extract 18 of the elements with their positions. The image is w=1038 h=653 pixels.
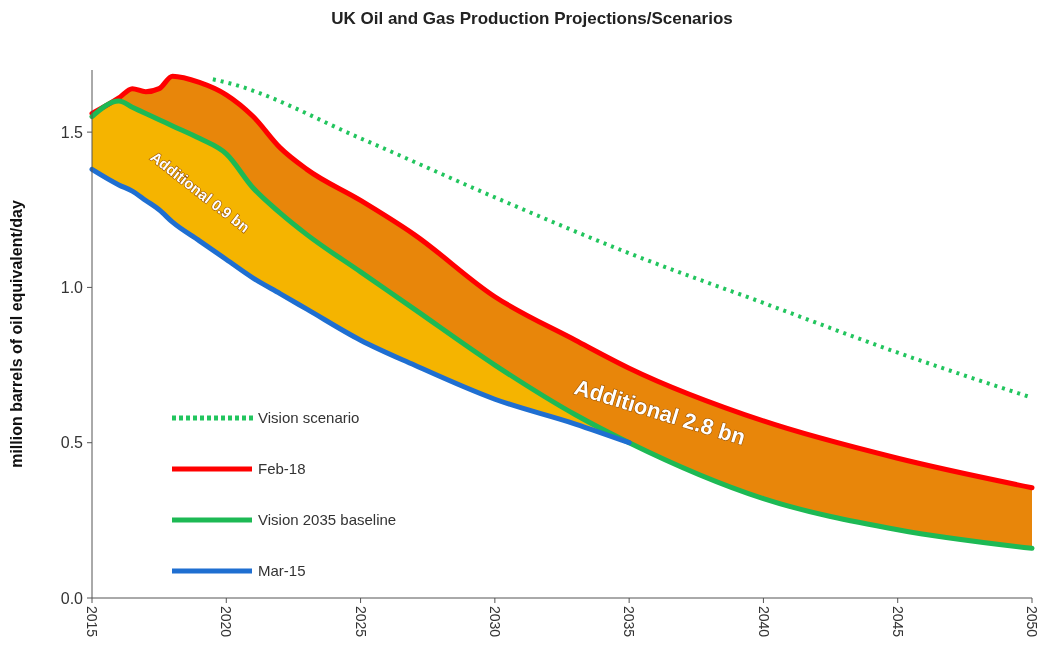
y-tick-label: 0.5 bbox=[60, 434, 84, 452]
y-axis-title: million barrels of oil equivalent/day bbox=[8, 200, 25, 468]
x-tick-label: 2015 bbox=[84, 606, 101, 638]
x-tick-label: 2035 bbox=[621, 606, 638, 638]
x-tick-label: 2030 bbox=[486, 606, 503, 638]
y-tick-label: 1.5 bbox=[60, 123, 84, 141]
x-tick-label: 2050 bbox=[1024, 606, 1038, 638]
legend-label: Vision scenario bbox=[258, 409, 360, 427]
x-tick-label: 2045 bbox=[889, 606, 906, 638]
x-tick-label: 2040 bbox=[755, 606, 772, 638]
chart-title: UK Oil and Gas Production Projections/Scenarios bbox=[331, 9, 733, 28]
x-tick-label: 2020 bbox=[218, 606, 235, 638]
y-tick-label: 0.0 bbox=[60, 589, 84, 607]
legend-label: Vision 2035 baseline bbox=[258, 511, 397, 529]
y-tick-label: 1.0 bbox=[60, 279, 84, 297]
legend-label: Mar-15 bbox=[258, 562, 306, 580]
x-tick-label: 2025 bbox=[352, 606, 369, 638]
legend-label: Feb-18 bbox=[258, 460, 306, 478]
